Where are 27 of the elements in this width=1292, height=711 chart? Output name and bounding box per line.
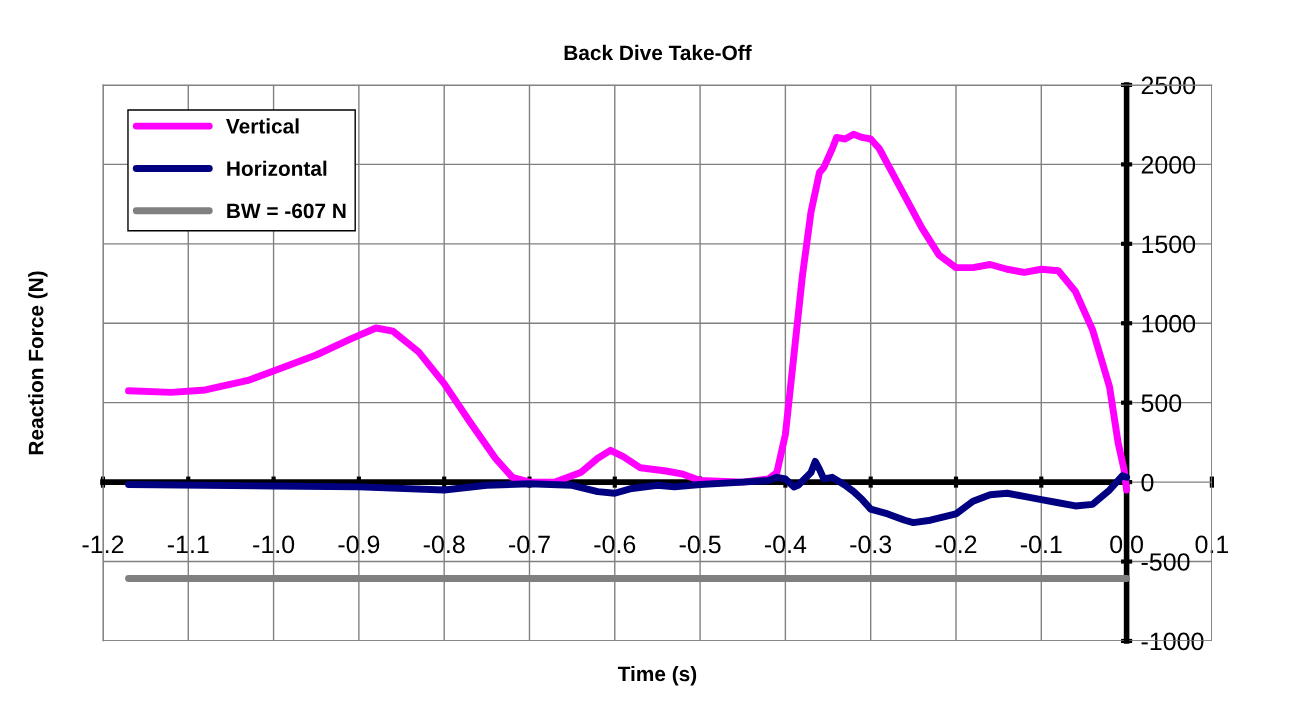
legend-label: Horizontal	[227, 160, 327, 176]
x-tick-label: -0.8	[423, 535, 465, 554]
y-tick-label: -500	[1141, 553, 1190, 571]
y-tick-label: 2500	[1141, 76, 1196, 95]
x-tick-label: -0.3	[850, 535, 892, 554]
x-tick-label: -0.6	[594, 535, 636, 554]
x-tick-label: -1.1	[167, 535, 209, 553]
x-tick-label: -0.2	[935, 535, 977, 554]
y-tick-label: -1000	[1141, 632, 1204, 651]
x-tick-label: 0.1	[1195, 535, 1229, 554]
chart-title: Back Dive Take-Off	[564, 44, 752, 61]
y-tick-label: 0	[1141, 473, 1154, 492]
x-tick-label: -1.0	[253, 535, 295, 554]
legend-label: Vertical	[226, 118, 299, 134]
x-tick-label: -0.7	[509, 535, 550, 554]
x-tick-label: -0.4	[764, 535, 807, 554]
x-tick-label: -0.5	[679, 535, 721, 554]
x-tick-label: -0.9	[338, 535, 380, 554]
x-axis-title: Time (s)	[617, 665, 697, 686]
y-tick-label: 1500	[1142, 235, 1196, 254]
x-tick-label: -0.1	[1020, 535, 1062, 554]
y-tick-label: 1000	[1142, 314, 1196, 333]
y-axis-title: Reaction Force (N)	[28, 271, 48, 455]
y-tick-label: 2000	[1141, 155, 1196, 174]
y-tick-label: 500	[1141, 394, 1182, 412]
legend-label: BW = -607 N	[227, 203, 346, 219]
x-tick-label: -1.2	[82, 535, 124, 553]
